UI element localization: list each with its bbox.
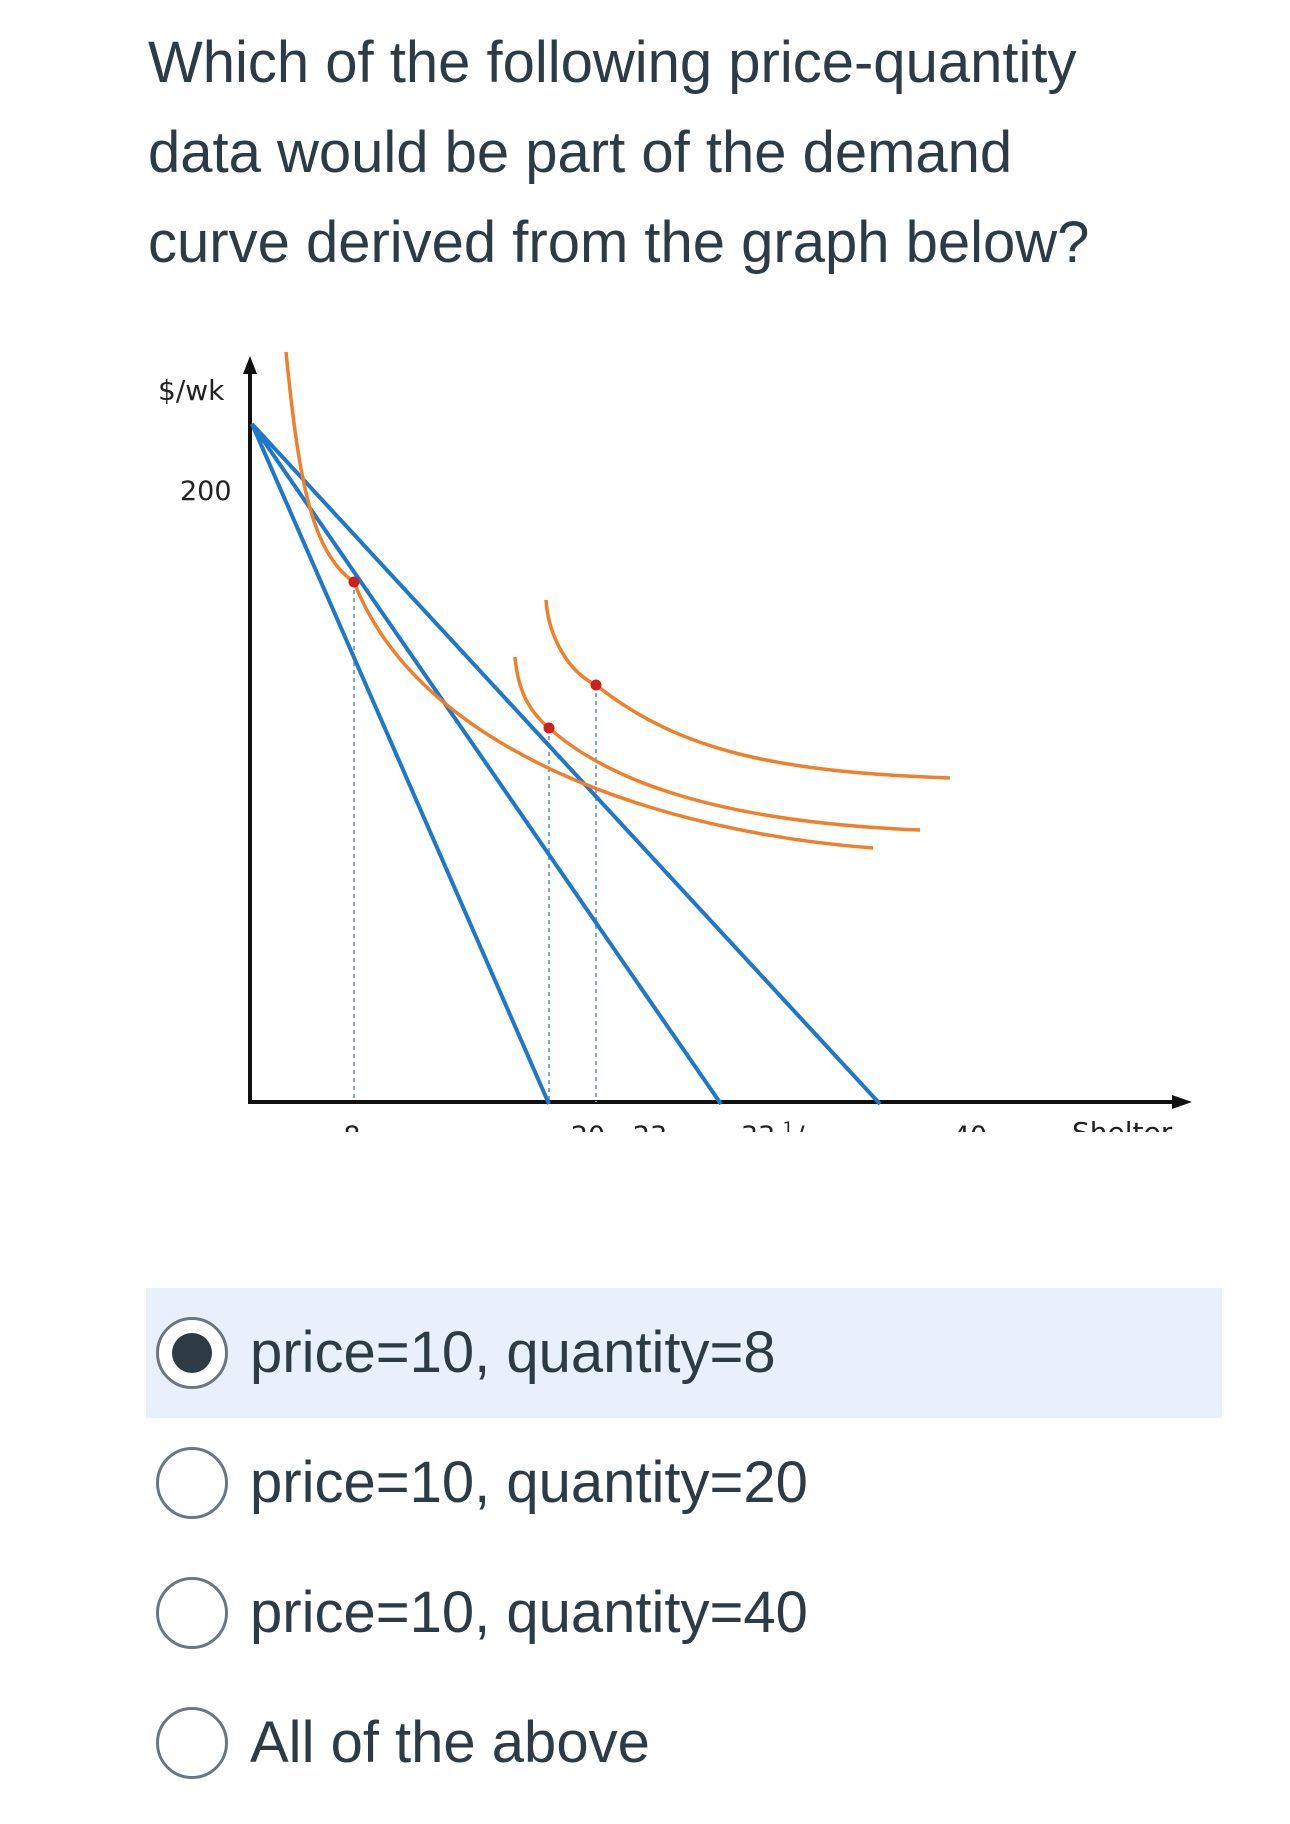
- x-tick-23: 23: [633, 1121, 667, 1132]
- option-3[interactable]: price=10, quantity=40: [146, 1548, 1222, 1678]
- option-4-label[interactable]: All of the above: [250, 1710, 650, 1775]
- x-axis-label: Shelter: [1072, 1116, 1173, 1132]
- question-line-3: curve derived from the graph below?: [148, 210, 1090, 275]
- indifference-curve-3: [544, 599, 951, 780]
- option-4[interactable]: All of the above: [146, 1678, 1222, 1808]
- x-axis-arrow: [1172, 1095, 1192, 1109]
- question-line-1: Which of the following price-quantity: [148, 30, 1077, 95]
- answer-options: price=10, quantity=8 price=10, quantity=…: [146, 1288, 1222, 1808]
- x-tick-33-numerator: 1: [783, 1119, 794, 1132]
- tangency-point-8: [348, 576, 360, 588]
- question-text: Which of the following price-quantity da…: [148, 18, 1228, 288]
- option-2-radio[interactable]: [156, 1447, 228, 1519]
- budget-indifference-graph: $/wk 200 Shelter 8 20 23 33 1 / 3 40: [140, 352, 1200, 1132]
- option-1-radio[interactable]: [156, 1317, 228, 1389]
- budget-line-steep: [250, 423, 551, 1105]
- option-1-label[interactable]: price=10, quantity=8: [250, 1320, 776, 1385]
- option-4-radio[interactable]: [156, 1707, 228, 1779]
- question-line-2: data would be part of the demand: [148, 120, 1013, 185]
- indifference-curve-1: [284, 352, 874, 850]
- indifference-curve-2: [513, 656, 921, 832]
- x-tick-40: 40: [953, 1121, 987, 1132]
- y-axis-arrow: [243, 356, 257, 374]
- radio-selected-dot: [172, 1333, 212, 1373]
- x-tick-20: 20: [571, 1121, 605, 1132]
- option-2-label[interactable]: price=10, quantity=20: [250, 1450, 808, 1515]
- y-tick-200: 200: [180, 476, 232, 507]
- option-3-radio[interactable]: [156, 1577, 228, 1649]
- budget-line-flat: [250, 422, 882, 1106]
- option-2[interactable]: price=10, quantity=20: [146, 1418, 1222, 1548]
- graph-svg: $/wk 200 Shelter 8 20 23 33 1 / 3 40: [158, 352, 1192, 1132]
- x-tick-33-slash: /: [795, 1121, 805, 1132]
- budget-line-middle: [250, 422, 723, 1106]
- tangency-point-23: [590, 679, 602, 691]
- y-axis-label: $/wk: [158, 374, 225, 407]
- x-tick-8: 8: [343, 1121, 360, 1132]
- tangency-point-20: [543, 722, 555, 734]
- x-tick-33: 33: [741, 1121, 775, 1132]
- option-3-label[interactable]: price=10, quantity=40: [250, 1580, 808, 1645]
- option-1[interactable]: price=10, quantity=8: [146, 1288, 1222, 1418]
